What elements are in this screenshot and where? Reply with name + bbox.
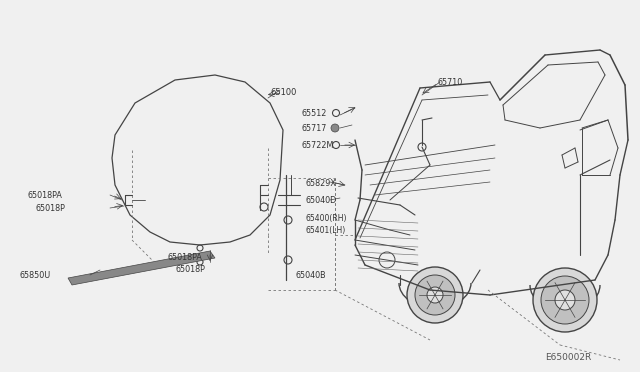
Circle shape bbox=[533, 268, 597, 332]
Text: 65018PA: 65018PA bbox=[28, 190, 63, 199]
Circle shape bbox=[407, 267, 463, 323]
Circle shape bbox=[541, 276, 589, 324]
Text: 65400(RH): 65400(RH) bbox=[305, 214, 346, 222]
Circle shape bbox=[331, 124, 339, 132]
Text: 65710: 65710 bbox=[438, 77, 463, 87]
Circle shape bbox=[555, 290, 575, 310]
Text: 65018P: 65018P bbox=[35, 203, 65, 212]
Text: 65401(LH): 65401(LH) bbox=[305, 225, 345, 234]
Text: 65829X: 65829X bbox=[305, 179, 336, 187]
Text: 65018PA: 65018PA bbox=[168, 253, 203, 263]
Text: 65717: 65717 bbox=[302, 124, 328, 132]
Text: 65100: 65100 bbox=[270, 87, 296, 96]
Polygon shape bbox=[68, 251, 215, 285]
Text: E650002R: E650002R bbox=[545, 353, 591, 362]
Text: 65850U: 65850U bbox=[20, 272, 51, 280]
Circle shape bbox=[415, 275, 455, 315]
Text: 65018P: 65018P bbox=[175, 266, 205, 275]
Text: 65040D: 65040D bbox=[305, 196, 336, 205]
Text: 65722M: 65722M bbox=[302, 141, 334, 150]
Text: 65512: 65512 bbox=[302, 109, 328, 118]
Circle shape bbox=[427, 287, 443, 303]
Text: 65040B: 65040B bbox=[295, 270, 326, 279]
